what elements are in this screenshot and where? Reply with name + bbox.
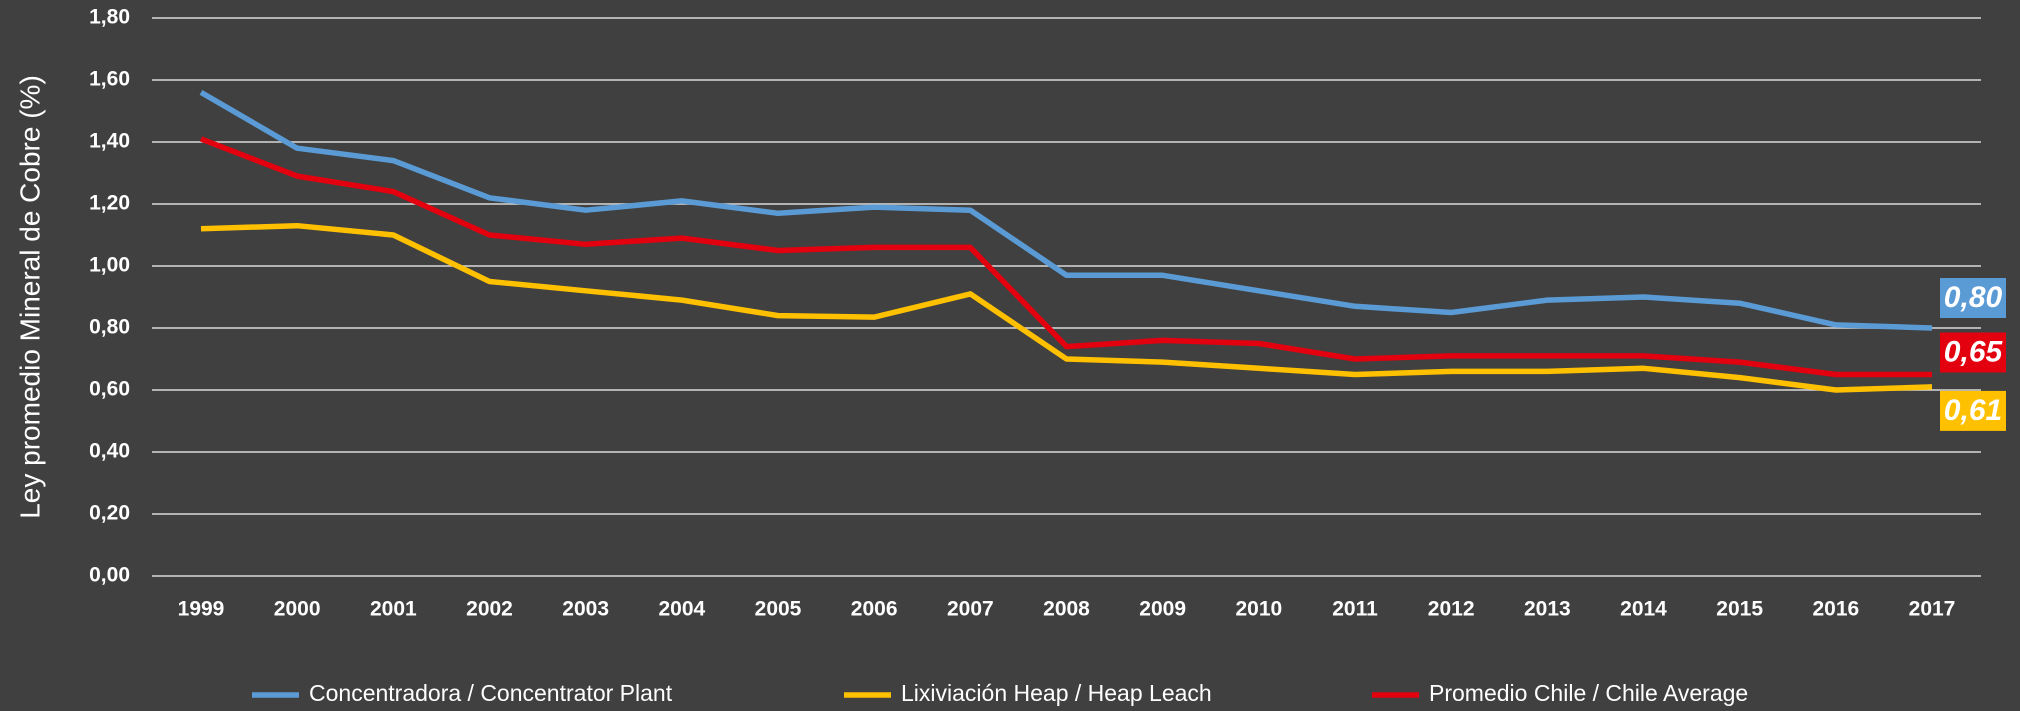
x-tick-label: 2000	[274, 598, 321, 621]
x-tick-label: 2004	[658, 598, 705, 621]
x-tick-label: 1999	[178, 598, 225, 621]
value-label: 0,61	[1944, 394, 2002, 427]
y-tick-label: 0,60	[89, 378, 130, 401]
y-tick-label: 0,00	[89, 564, 130, 587]
y-tick-label: 1,40	[89, 130, 130, 153]
x-tick-label: 2008	[1043, 598, 1090, 621]
y-tick-label: 0,40	[89, 440, 130, 463]
x-tick-label: 2011	[1332, 598, 1378, 621]
y-tick-label: 1,00	[89, 254, 130, 277]
y-axis-title: Ley promedio Mineral de Cobre (%)	[14, 75, 45, 519]
value-label-box	[1940, 278, 2006, 318]
x-tick-label: 2003	[562, 598, 609, 621]
x-tick-label: 2017	[1909, 598, 1956, 621]
series-line	[199, 90, 1933, 331]
x-tick-label: 2015	[1716, 598, 1763, 621]
x-tick-label: 2001	[370, 598, 417, 621]
y-tick-label: 1,20	[89, 192, 130, 215]
legend-label: Promedio Chile / Chile Average	[1429, 680, 1748, 706]
x-tick-label: 2013	[1524, 598, 1571, 621]
value-label-box	[1940, 390, 2006, 431]
x-tick-label: 2009	[1139, 598, 1186, 621]
x-tick-label: 2007	[947, 598, 994, 621]
x-tick-label: 2006	[851, 598, 898, 621]
value-label: 0,80	[1944, 281, 2003, 314]
value-label: 0,65	[1944, 335, 2004, 368]
y-tick-label: 1,60	[89, 68, 130, 91]
x-tick-label: 2010	[1235, 598, 1282, 621]
series-line	[200, 136, 1932, 378]
x-tick-label: 2002	[466, 598, 513, 621]
x-tick-label: 2016	[1812, 598, 1859, 621]
legend-label: Concentradora / Concentrator Plant	[309, 680, 673, 706]
legend-label: Lixiviación Heap / Heap Leach	[901, 680, 1212, 706]
y-tick-label: 0,20	[89, 502, 130, 525]
y-tick-label: 0,80	[89, 316, 130, 339]
value-label-box	[1940, 332, 2006, 373]
x-tick-label: 2012	[1428, 598, 1475, 621]
series-line	[200, 222, 1933, 393]
y-tick-label: 1,80	[89, 6, 130, 29]
x-tick-label: 2005	[755, 598, 802, 621]
x-tick-label: 2014	[1620, 598, 1667, 621]
